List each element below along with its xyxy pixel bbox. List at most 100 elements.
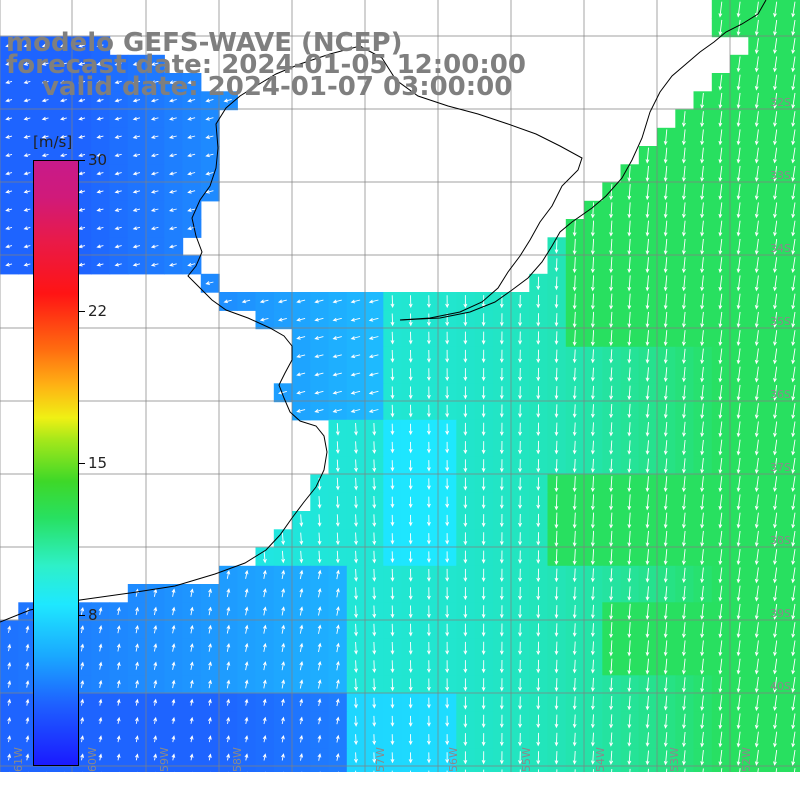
wind-arrow [645, 549, 650, 566]
wind-arrow [700, 567, 705, 584]
wind-arrow [205, 98, 214, 103]
wind-arrow [368, 354, 379, 359]
wind-arrow [483, 769, 485, 772]
wind-arrow [208, 716, 212, 724]
wind-cell [310, 383, 330, 403]
wind-arrow [427, 568, 431, 582]
wind-arrow [262, 588, 267, 598]
wind-arrow [98, 698, 103, 706]
wind-arrow [116, 679, 121, 688]
wind-arrow [718, 640, 723, 657]
wind-arrow [445, 423, 450, 436]
wind-arrow [244, 624, 249, 634]
wind-arrow [445, 678, 450, 692]
wind-cell [18, 91, 38, 111]
wind-cell [54, 54, 74, 74]
wind-cell [310, 584, 330, 603]
wind-arrow [408, 349, 413, 363]
wind-arrow [390, 660, 395, 674]
wind-arrow [390, 441, 395, 454]
wind-arrow [700, 147, 705, 164]
wind-arrow [536, 550, 541, 564]
wind-arrow [518, 313, 522, 327]
wind-arrow [700, 458, 705, 474]
wind-arrows [5, 1, 796, 772]
wind-arrow [645, 695, 650, 711]
wind-arrow [445, 697, 450, 709]
wind-cell [310, 346, 330, 366]
wind-arrow [645, 458, 650, 474]
wind-arrow [41, 116, 49, 121]
wind-arrow [60, 80, 67, 85]
wind-arrow [299, 587, 304, 598]
wind-arrow [627, 695, 632, 711]
wind-arrow [445, 514, 450, 527]
wind-arrow [554, 623, 559, 637]
wind-arrow [773, 202, 778, 219]
wind-arrow [754, 348, 759, 365]
wind-arrow [354, 660, 358, 674]
wind-arrow [736, 147, 741, 164]
wind-arrow [518, 568, 522, 583]
wind-arrow [463, 441, 468, 455]
wind-arrow [518, 751, 522, 765]
wind-arrow [590, 750, 595, 765]
wind-arrow [754, 74, 759, 91]
wind-arrow [226, 624, 231, 634]
wind-arrow [78, 262, 86, 267]
wind-arrow [645, 440, 650, 455]
wind-arrow [244, 606, 249, 616]
wind-arrow [773, 713, 778, 730]
wind-arrow [645, 677, 650, 693]
wind-arrow [663, 549, 668, 566]
wind-arrow [700, 184, 705, 201]
wind-arrow [332, 390, 342, 395]
wind-arrow [754, 658, 759, 675]
wind-arrow [773, 38, 778, 55]
wind-arrow [518, 422, 522, 437]
wind-arrow [736, 476, 741, 493]
wind-arrow [682, 585, 686, 602]
wind-arrow [554, 459, 559, 473]
wind-arrow [700, 713, 705, 730]
wind-arrow [645, 385, 650, 401]
wind-arrow [408, 734, 413, 746]
wind-arrow [463, 404, 468, 418]
wind-arrow [536, 732, 541, 747]
wind-cell [310, 693, 330, 713]
wind-arrow [663, 640, 668, 657]
wind-cell [146, 200, 165, 220]
wind-arrow [244, 735, 249, 743]
wind-arrow [78, 43, 86, 48]
wind-arrow [554, 494, 559, 511]
wind-cell [346, 766, 366, 772]
wind-arrow [499, 714, 504, 729]
wind-arrow [718, 622, 723, 639]
wind-cell [0, 200, 19, 220]
wind-arrow [590, 238, 595, 255]
wind-arrow [96, 262, 104, 267]
wind-arrow [791, 731, 796, 748]
wind-arrow [536, 404, 541, 418]
wind-cell [310, 310, 330, 330]
wind-arrow [314, 317, 324, 322]
wind-arrow [518, 495, 522, 510]
wind-arrow [700, 311, 705, 328]
wind-arrow [773, 640, 778, 657]
wind-arrow [590, 568, 595, 583]
wind-arrow [736, 257, 741, 274]
wind-arrow [153, 753, 158, 761]
wind-arrow [702, 768, 704, 772]
wind-arrow [627, 458, 632, 474]
wind-arrow [682, 421, 686, 438]
wind-arrow [317, 532, 322, 546]
wind-cell [164, 638, 184, 658]
wind-arrow [80, 661, 85, 670]
wind-arrow [390, 641, 395, 655]
wind-arrow [25, 680, 30, 688]
wind-arrow [718, 476, 723, 493]
lat-label: 32S [770, 96, 791, 109]
wind-arrow [718, 676, 723, 693]
wind-cell [784, 657, 800, 676]
wind-arrow [205, 171, 214, 176]
